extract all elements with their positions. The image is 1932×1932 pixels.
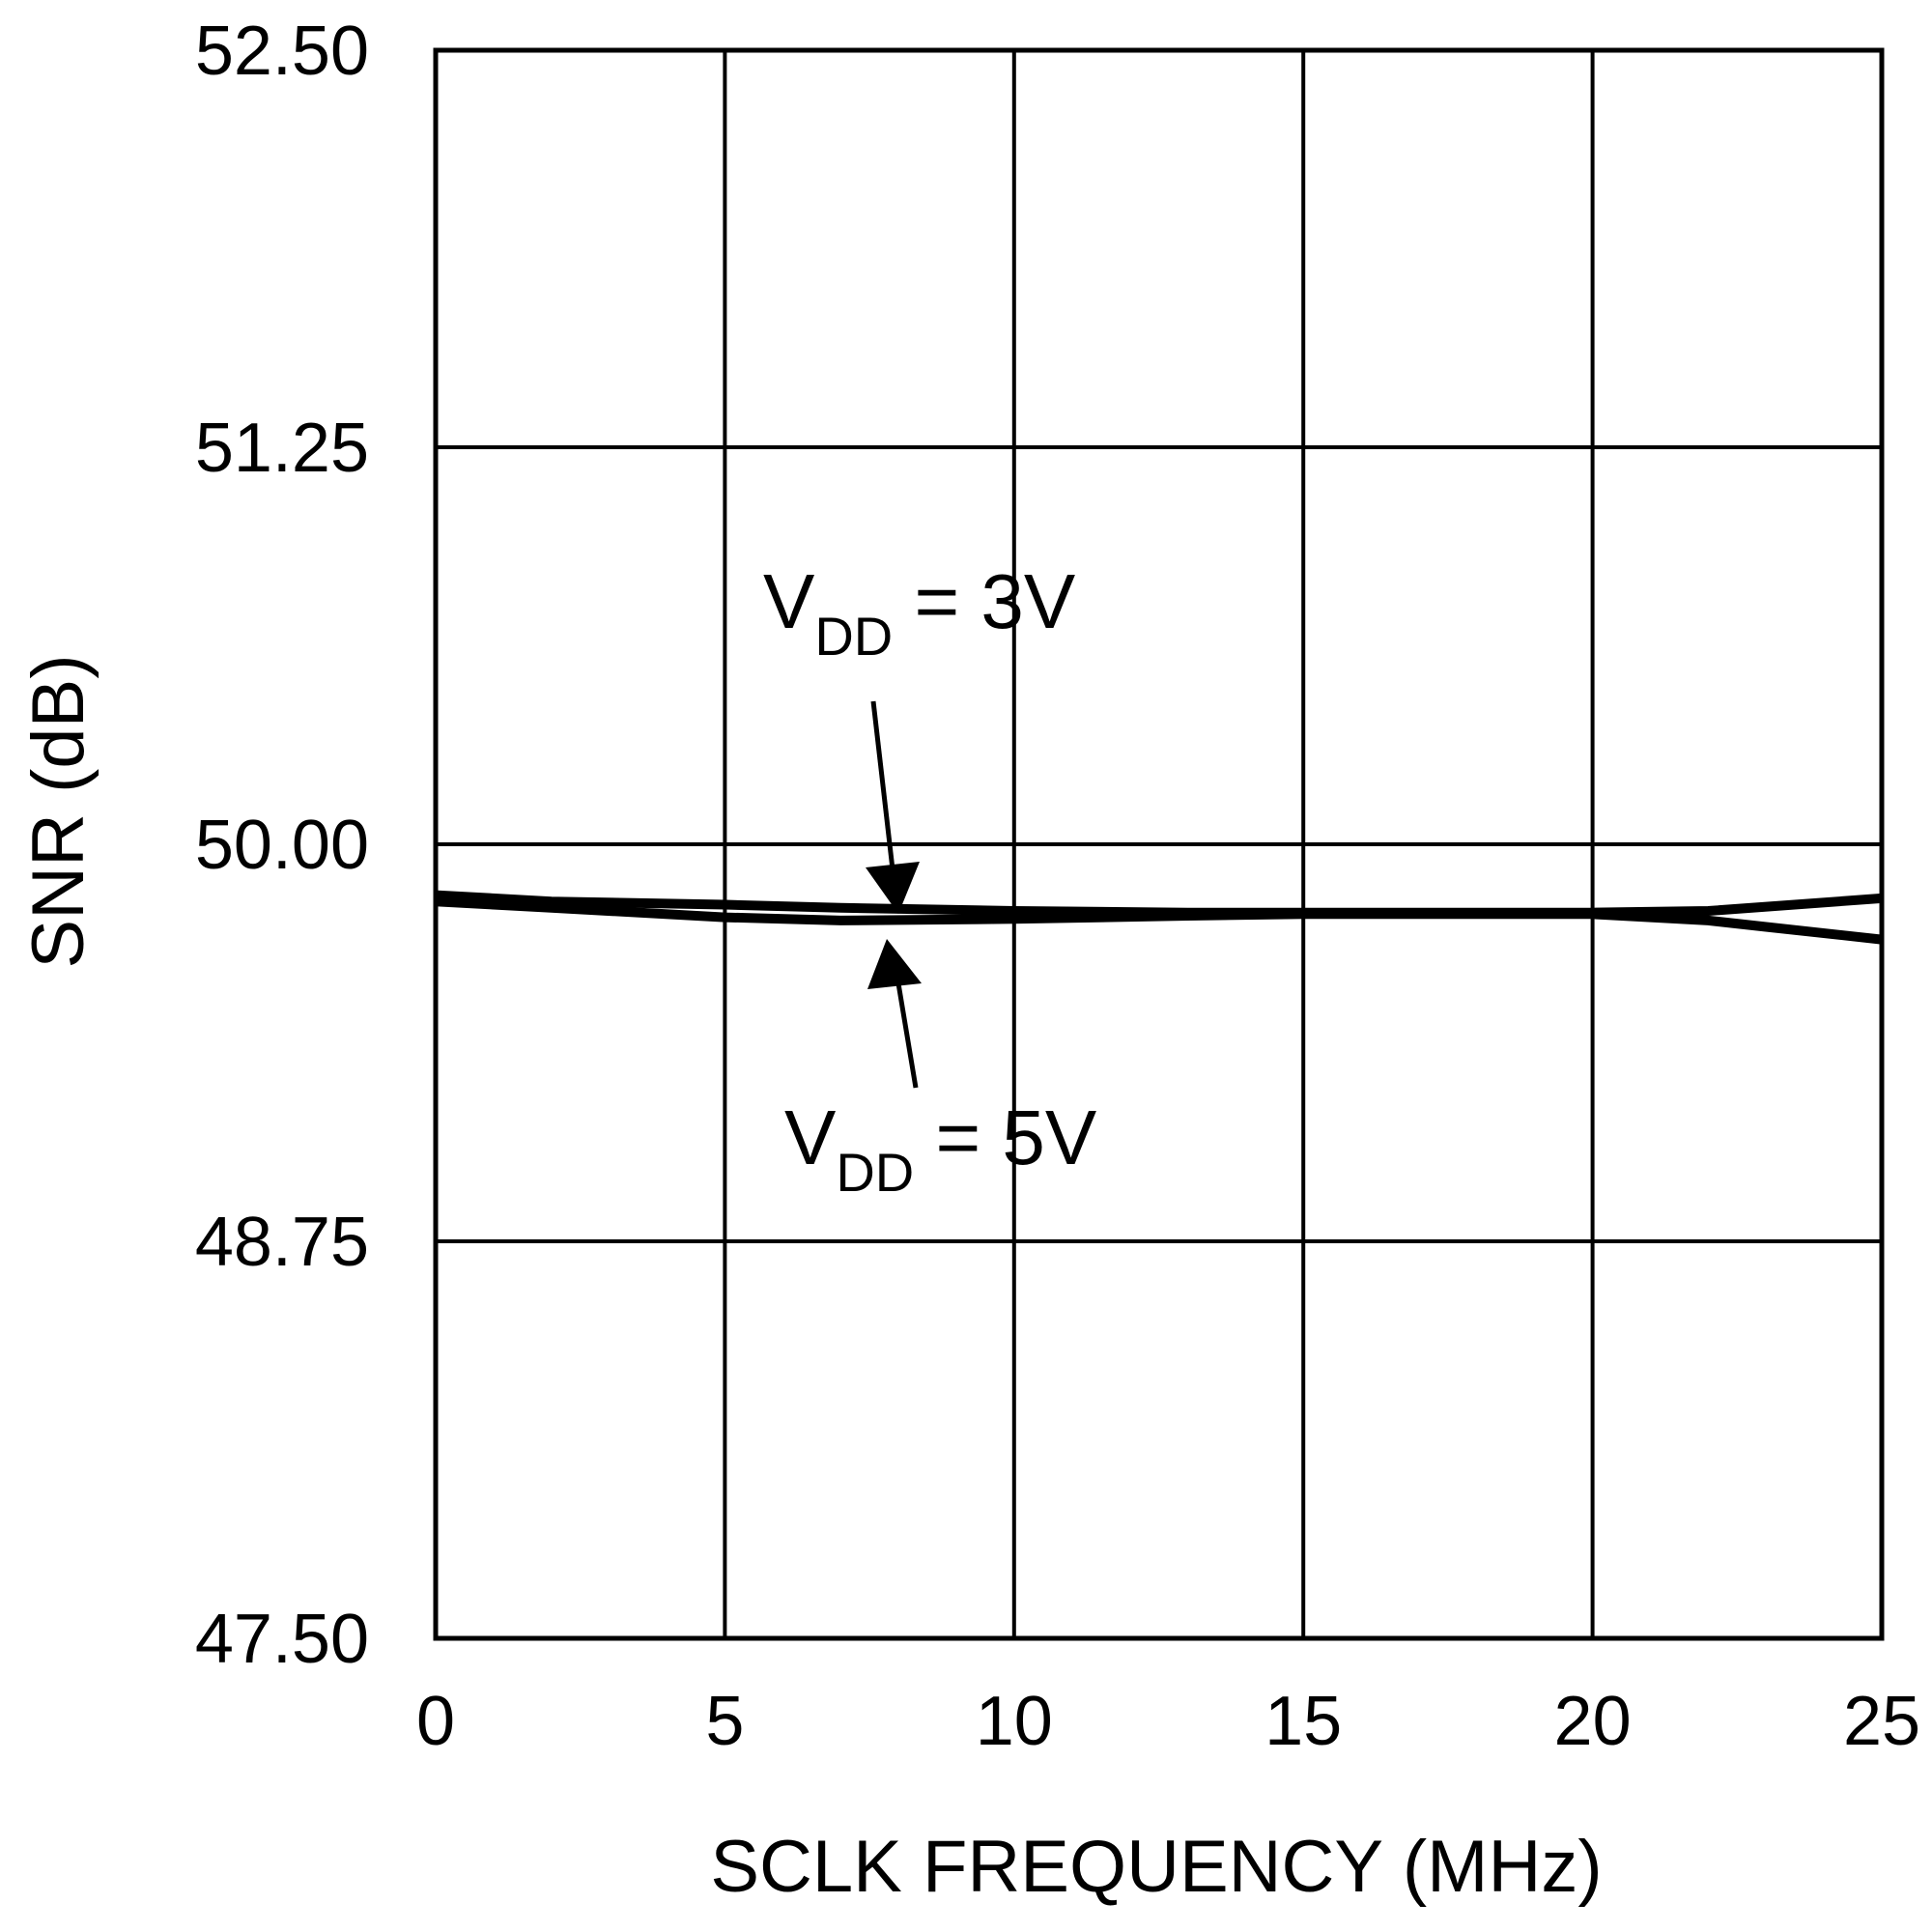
annotation-vdd-5v-main: V — [784, 1094, 837, 1180]
svg-text:VDD = 5V: VDD = 5V — [784, 1094, 1097, 1203]
series-lines — [435, 890, 1883, 945]
y-tick-label: 52.50 — [195, 13, 369, 90]
annotation-vdd-3v-arrowhead — [866, 862, 920, 914]
y-axis-title: SNR (dB) — [17, 654, 99, 968]
x-tick-label: 10 — [976, 1683, 1053, 1760]
annotation-vdd-5v-rest: = 5V — [914, 1094, 1097, 1180]
annotation-vdd-3v-main: V — [763, 558, 815, 644]
y-tick-label: 50.00 — [195, 807, 369, 884]
annotation-vdd-5v-arrow-line — [895, 982, 919, 1089]
annotation-vdd-3v: VDD = 3V — [763, 558, 1076, 914]
x-tick-label: 0 — [416, 1683, 455, 1760]
svg-text:VDD = 3V: VDD = 3V — [763, 558, 1076, 667]
y-tick-label: 48.75 — [195, 1204, 369, 1281]
annotation-vdd-3v-rest: = 3V — [893, 558, 1076, 644]
x-tick-label: 15 — [1264, 1683, 1342, 1760]
grid-lines — [436, 50, 1882, 1638]
series-line-1 — [435, 896, 1883, 945]
annotation-vdd-3v-sub: DD — [814, 606, 893, 667]
x-tick-label: 5 — [705, 1683, 744, 1760]
y-tick-label: 47.50 — [195, 1601, 369, 1678]
tick-labels: 0 5 10 15 20 25 47.50 48.75 50.00 51.25 52.50 — [195, 13, 1920, 1760]
plot-frame — [433, 47, 1885, 1641]
annotation-vdd-5v-arrowhead — [867, 939, 922, 989]
x-tick-label: 20 — [1554, 1683, 1632, 1760]
x-axis-title: SCLK FREQUENCY (MHz) — [710, 1826, 1602, 1908]
x-tick-label: 25 — [1843, 1683, 1920, 1760]
annotation-vdd-5v: VDD = 5V — [784, 939, 1097, 1203]
y-tick-label: 51.25 — [195, 410, 369, 487]
annotation-vdd-3v-arrow-line — [870, 700, 895, 870]
annotation-vdd-5v-sub: DD — [836, 1142, 914, 1203]
